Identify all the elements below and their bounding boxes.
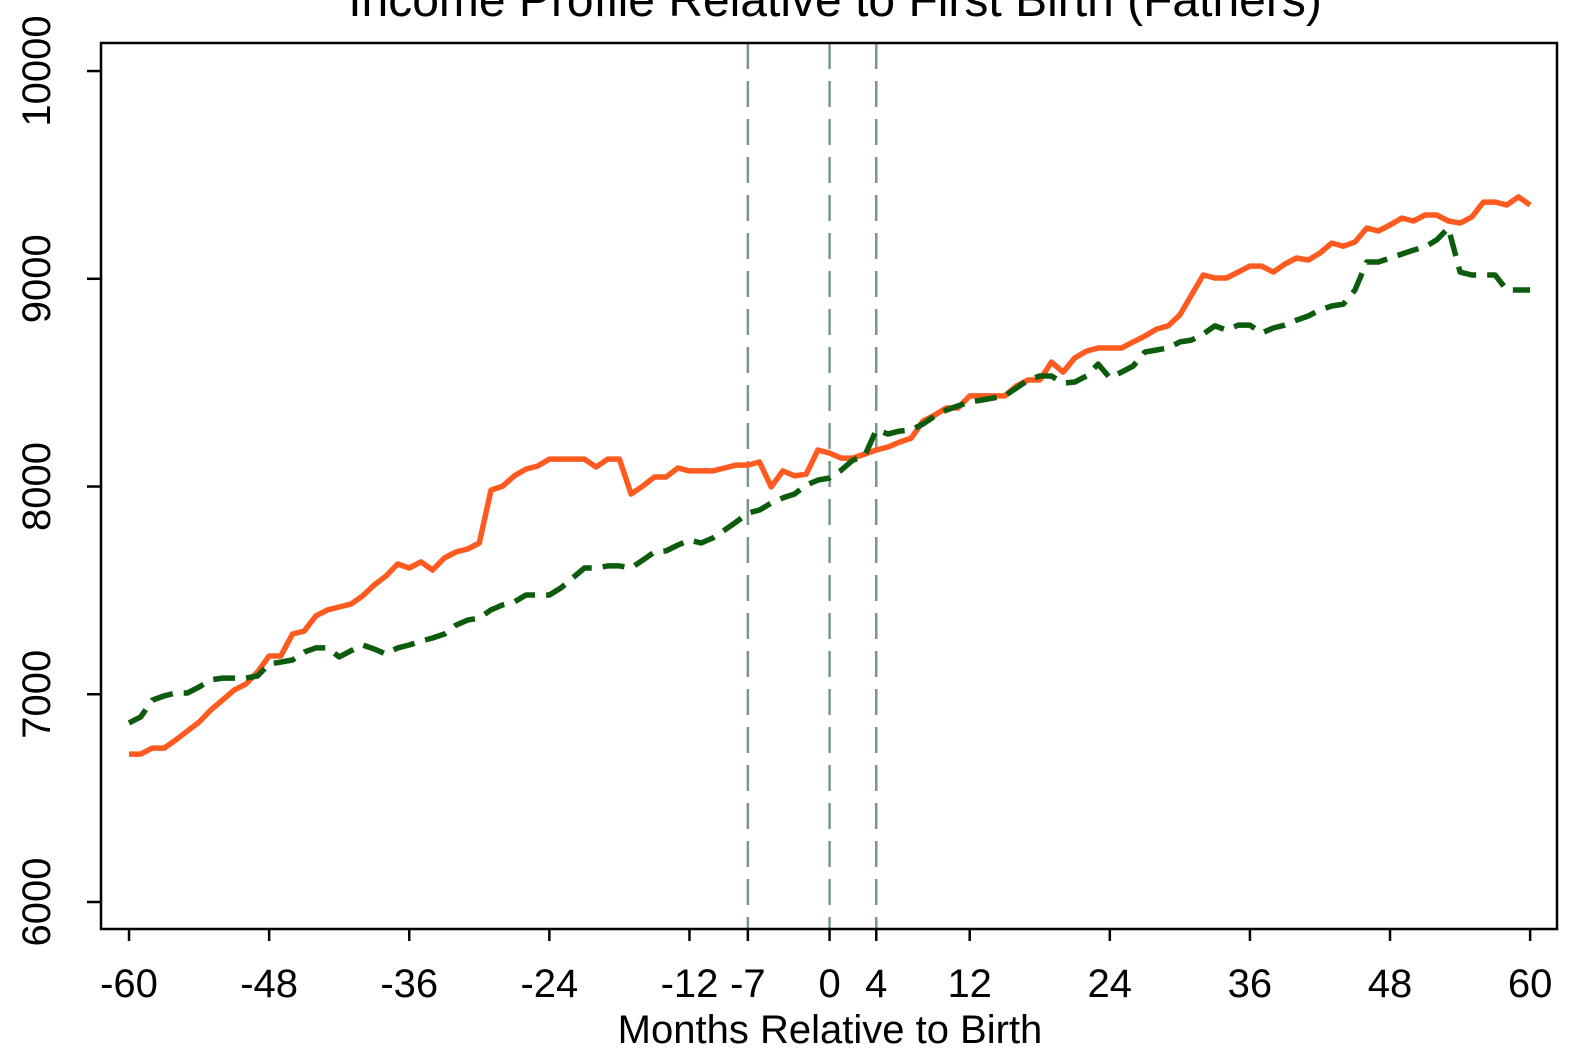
x-tick-label: -7 xyxy=(730,962,766,1006)
plot-frame xyxy=(99,41,1559,931)
line-series xyxy=(127,225,1531,726)
y-tick-label: 9000 xyxy=(15,234,59,323)
x-tick-label: 36 xyxy=(1228,962,1273,1006)
x-tick-label: -60 xyxy=(100,962,158,1006)
y-tick-label: 10000 xyxy=(15,15,59,126)
y-tick-label: 8000 xyxy=(15,442,59,531)
x-tick-label: 4 xyxy=(865,962,887,1006)
x-tick-label: 60 xyxy=(1508,962,1553,1006)
x-tick-label: -24 xyxy=(520,962,578,1006)
x-tick-label: 0 xyxy=(818,962,840,1006)
x-tick-label: -12 xyxy=(661,962,719,1006)
line-series xyxy=(129,194,1532,757)
x-tick-label: 48 xyxy=(1368,962,1413,1006)
x-axis-label: Months Relative to Birth xyxy=(618,1008,1043,1051)
y-tick-label: 7000 xyxy=(15,650,59,739)
x-tick-label: 24 xyxy=(1088,962,1133,1006)
x-tick-label: 12 xyxy=(947,962,992,1006)
x-tick-label: -48 xyxy=(240,962,298,1006)
chart-title: Income Profile Relative to First Birth (… xyxy=(348,0,1322,27)
x-tick-label: -36 xyxy=(380,962,438,1006)
y-tick-label: 6000 xyxy=(15,858,59,947)
